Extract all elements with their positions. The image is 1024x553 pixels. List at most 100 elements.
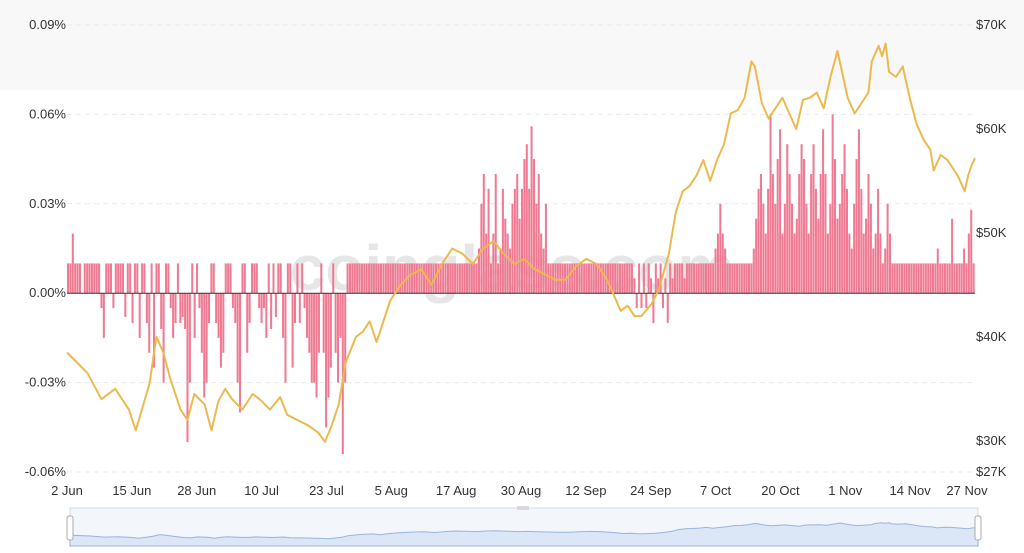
funding-bar [602,263,605,294]
funding-bar [939,263,942,294]
slider-top-grip[interactable] [517,506,529,510]
funding-bar [358,263,361,294]
funding-bar [506,233,509,294]
funding-bar [172,293,175,338]
funding-bar [305,293,308,338]
funding-bar [676,263,679,294]
funding-bar [599,263,602,294]
funding-bar [83,263,86,294]
funding-bar [511,203,514,294]
left-axis-tick: 0.06% [29,106,66,121]
x-axis-tick: 23 Jul [309,483,344,498]
funding-bar [850,248,853,294]
funding-bar [348,263,351,294]
funding-bar [618,263,621,294]
funding-bar [666,293,669,323]
funding-bar [814,188,817,294]
funding-bar [384,263,387,294]
funding-bar [884,248,887,294]
funding-bar [329,293,332,368]
funding-bar [265,293,268,338]
funding-bar [716,233,719,294]
funding-bar [403,263,406,294]
funding-bar [107,263,110,294]
funding-bar [805,203,808,294]
funding-bar [260,293,263,323]
funding-bar [793,233,796,294]
funding-bar [597,263,600,294]
funding-bar [704,263,708,294]
funding-bar [642,263,645,294]
funding-bar [633,278,636,294]
funding-bar [544,203,547,294]
funding-bar [685,263,688,294]
funding-bar [771,174,774,294]
funding-bar [650,278,653,294]
funding-bar [743,263,746,294]
funding-bar [886,203,889,294]
funding-bar [946,263,949,294]
funding-bar [836,218,839,294]
funding-bar [267,263,270,294]
funding-bar [535,203,538,294]
funding-bar [915,263,918,294]
funding-bar [301,263,304,294]
funding-bar [781,233,784,294]
funding-bar [941,263,944,294]
funding-bar [547,263,550,294]
funding-bar [635,293,638,309]
funding-bar [473,263,476,294]
funding-bar [571,263,574,294]
funding-bar [879,233,882,294]
funding-bar [757,188,760,294]
funding-bar [822,129,825,294]
funding-bar [337,293,340,383]
funding-bar [657,278,660,294]
funding-bar [664,278,667,294]
funding-bar [960,263,963,294]
funding-bar [857,129,860,294]
funding-bar [236,293,239,383]
funding-bar [726,263,729,294]
funding-bar [683,278,686,294]
funding-bar [623,263,626,294]
funding-bar [93,263,96,294]
funding-bar [963,248,966,294]
funding-bar [931,263,935,294]
funding-bar [630,263,633,294]
funding-bar [509,248,512,294]
funding-bar [169,293,172,309]
funding-bar [721,233,724,294]
funding-bar [862,233,865,294]
funding-bar [920,263,923,294]
funding-bar [518,218,521,294]
funding-bar [222,293,225,353]
funding-bar [628,263,631,294]
funding-bar [150,263,153,294]
x-axis-tick: 30 Aug [501,483,542,498]
funding-bar [485,233,488,294]
funding-bar [420,263,423,294]
funding-bar [250,263,254,294]
funding-bar [88,263,91,294]
funding-bar [494,174,497,294]
funding-bar [845,188,848,294]
funding-bar [308,293,311,353]
funding-bar [143,263,146,294]
funding-bar [413,263,416,294]
slider-left-handle[interactable] [66,515,74,541]
funding-bar [564,263,567,294]
funding-bar [869,203,872,294]
funding-bar [898,263,901,294]
zoom-slider[interactable] [66,506,982,547]
funding-bar [262,293,265,309]
funding-bar [943,263,946,294]
slider-right-handle[interactable] [974,515,982,541]
x-axis-tick: 14 Nov [890,483,932,498]
funding-bar [530,126,533,294]
funding-bar [380,263,383,294]
funding-bar [891,263,894,294]
funding-bar [215,293,218,323]
funding-bar [865,218,868,294]
